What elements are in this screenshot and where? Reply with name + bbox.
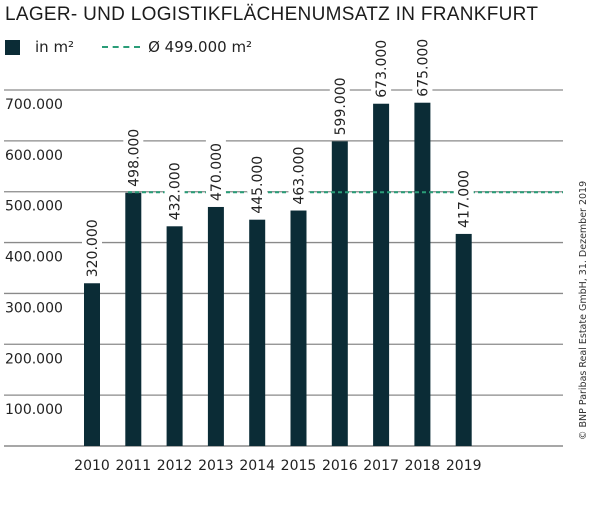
data-label: 463.000 [292,147,308,205]
bar-2011 [125,192,142,446]
y-tick-label: 700.000 [5,97,63,113]
data-label: 498.000 [126,129,142,187]
y-tick-label: 200.000 [5,351,63,367]
bar-2019 [455,233,472,446]
data-label: 320.000 [85,219,101,277]
bar-2010 [84,283,100,446]
x-tick-label: 2011 [115,458,151,474]
bar-2017 [373,103,390,446]
legend-swatch-bar [5,39,20,55]
data-label-background [371,35,392,98]
x-tick-label: 2017 [363,458,399,474]
bar-2018 [414,102,431,446]
x-tick-label: 2013 [198,458,234,474]
y-tick-label: 500.000 [5,199,63,215]
x-tick-label: 2014 [239,458,275,474]
data-label: 432.000 [168,162,184,220]
data-label: 673.000 [374,40,390,98]
legend-swatch-average [102,46,141,48]
x-tick-label: 2016 [322,458,358,474]
chart-title: LAGER- UND LOGISTIKFLÄCHENUMSATZ IN FRAN… [5,4,539,25]
y-tick-label: 100.000 [5,402,63,418]
bar-2013 [207,206,224,446]
data-label-background [247,151,268,214]
data-label-background [123,124,144,187]
data-label-background [164,158,185,221]
data-label: 445.000 [250,156,266,214]
y-tick-label: 300.000 [5,300,63,316]
y-tick-label: 400.000 [5,250,63,266]
bar-2016 [331,141,348,446]
data-label: 417.000 [457,170,473,228]
copyright-credit: © BNP Paribas Real Estate GmbH, 31. Deze… [578,180,589,440]
x-tick-label: 2015 [281,458,317,474]
legend-label-average: Ø 499.000 m² [148,38,253,56]
data-label-background [412,34,433,97]
bar-2012 [166,226,183,446]
bar-2014 [249,219,266,446]
data-label: 675.000 [415,39,431,97]
data-label-background [329,73,350,136]
x-tick-label: 2012 [157,458,193,474]
x-tick-label: 2019 [446,458,482,474]
legend-label-series: in m² [35,38,75,56]
data-label: 599.000 [333,77,349,135]
data-label: 470.000 [209,143,225,201]
legend: in m² Ø 499.000 m² [5,38,252,56]
x-tick-label: 2010 [74,458,110,474]
data-label-background [453,165,474,228]
data-label-background [288,142,309,205]
data-label-background [82,215,102,278]
bar-2015 [290,210,307,446]
data-label-background [205,138,226,201]
y-tick-label: 600.000 [5,148,63,164]
x-tick-label: 2018 [405,458,441,474]
